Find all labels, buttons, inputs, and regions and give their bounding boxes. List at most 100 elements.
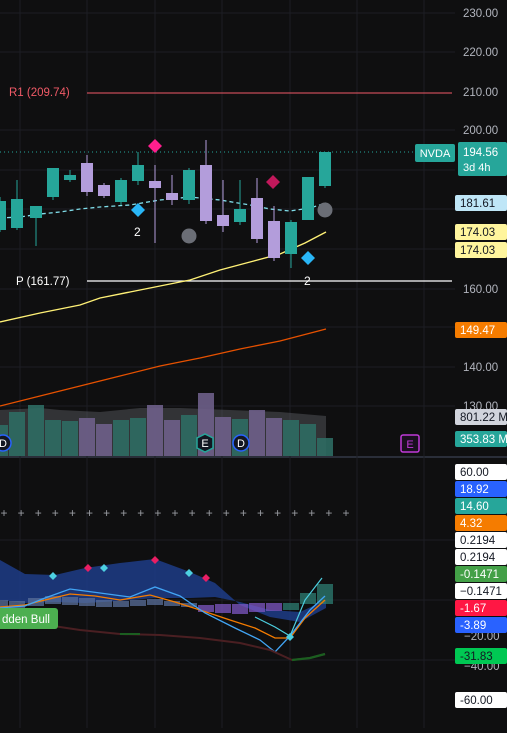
symbol-label[interactable]: NVDA 194.56 3d 4h: [415, 142, 507, 176]
price-tick-3: 200.00: [463, 125, 498, 137]
candle-1[interactable]: [11, 180, 23, 230]
svg-text:D: D: [237, 438, 245, 450]
volume-bar-18: [300, 424, 316, 456]
histogram-bar-5: [79, 598, 95, 606]
candle-12[interactable]: [200, 140, 212, 224]
histogram-bar-12: [198, 605, 214, 612]
cross-mark: +: [0, 506, 7, 520]
volume-bar-15: [249, 410, 265, 456]
candle-10[interactable]: [166, 175, 178, 205]
histogram-bar-9: [147, 599, 163, 605]
hidden-bull-label[interactable]: dden Bull: [0, 608, 58, 629]
price-tick-1: 220.00: [463, 47, 498, 59]
dividend-marker-1[interactable]: D: [0, 434, 12, 452]
candle-3[interactable]: [47, 168, 59, 200]
horizontal-grid: [0, 12, 455, 661]
price-axis[interactable]: 230.00220.00210.00200.00160.00140.00130.…: [463, 8, 498, 413]
badge-osc-top: 60.00: [455, 464, 507, 480]
price-tick-0: 230.00: [463, 8, 498, 20]
ma-orange-line: [0, 328, 327, 407]
histogram-bar-6: [96, 600, 112, 607]
candle-11[interactable]: [183, 168, 195, 204]
candles[interactable]: [0, 140, 331, 268]
osc-blue-line: [0, 586, 326, 653]
blue-diamond-marker[interactable]: [131, 203, 145, 217]
badge-ma-short: 181.61: [455, 195, 507, 211]
dividend-marker-2[interactable]: D: [232, 434, 250, 452]
histogram-bar-17: [283, 603, 299, 610]
symbol-ticker: NVDA: [420, 148, 451, 160]
candle-15[interactable]: [251, 178, 263, 243]
price-tick-2: 210.00: [463, 87, 498, 99]
gray-circle-marker-2[interactable]: [317, 202, 333, 218]
earnings-marker-future[interactable]: E: [400, 434, 420, 453]
svg-text:4.32: 4.32: [460, 518, 482, 530]
svg-text:E: E: [201, 438, 208, 450]
gray-circle-marker[interactable]: [181, 228, 197, 244]
svg-text:dden Bull: dden Bull: [2, 614, 50, 626]
cross-mark: +: [35, 506, 42, 520]
candle-9[interactable]: [149, 165, 161, 243]
volume-bar-8: [130, 418, 146, 456]
badge-ma-yellow-2: 174.03: [455, 242, 507, 258]
candle-14[interactable]: [234, 180, 246, 225]
candle-4[interactable]: [64, 170, 76, 182]
cross-mark: +: [86, 506, 93, 520]
candle-8[interactable]: [132, 152, 144, 185]
badge-osc-teal: 14.60: [455, 498, 507, 514]
histogram-bar-10: [164, 601, 180, 606]
svg-text:181.61: 181.61: [460, 198, 495, 210]
cross-mark: +: [308, 506, 315, 520]
price-tick-4: 160.00: [463, 284, 498, 296]
cross-mark: +: [120, 506, 127, 520]
volume-bar-11: [181, 415, 197, 456]
svg-text:801.22 M: 801.22 M: [460, 412, 507, 424]
candle-17[interactable]: [285, 220, 297, 268]
signal-count-1: 2: [134, 225, 141, 239]
volume-bar-1: [9, 412, 25, 456]
candle-0[interactable]: [0, 197, 6, 232]
axis-badges[interactable]: 181.61 174.03 174.03 149.47 801.22 M 353.83 M…: [455, 195, 507, 708]
svg-text:18.92: 18.92: [460, 484, 489, 496]
histogram-bar-16: [266, 603, 282, 611]
volume-bar-5: [79, 418, 95, 456]
cross-mark: +: [223, 506, 230, 520]
histogram-bar-8: [130, 600, 146, 606]
candle-2[interactable]: [30, 206, 42, 246]
osc-orange-line: [0, 593, 326, 639]
svg-text:E: E: [406, 439, 413, 451]
badge-osc-blue: 18.92: [455, 481, 507, 497]
volume-bar-16: [266, 418, 282, 456]
histogram-bar-7: [113, 601, 129, 607]
price-tick-5: 140.00: [463, 362, 498, 374]
badge-osc-blue-2: -3.89: [455, 617, 507, 633]
candle-19[interactable]: [319, 152, 331, 188]
svg-text:60.00: 60.00: [460, 467, 489, 479]
cross-mark: +: [240, 506, 247, 520]
badge-osc-bottom: -60.00: [455, 692, 507, 708]
svg-text:174.03: 174.03: [460, 245, 495, 257]
earnings-marker-1[interactable]: E: [196, 433, 214, 453]
symbol-price: 194.56: [463, 147, 498, 159]
candle-7[interactable]: [115, 178, 127, 205]
histogram-bar-0: [0, 600, 8, 608]
candle-13[interactable]: [217, 180, 229, 232]
cross-mark: +: [342, 506, 349, 520]
candle-5[interactable]: [81, 155, 93, 196]
badge-osc-white-1: 0.2194: [455, 532, 507, 548]
ma-yellow-line: [0, 231, 327, 323]
blue-diamond-marker-2[interactable]: [301, 251, 315, 265]
svg-text:353.83 M: 353.83 M: [460, 434, 507, 446]
candle-16[interactable]: [268, 206, 280, 261]
cross-mark: +: [189, 506, 196, 520]
histogram-bar-18: [300, 593, 316, 604]
crimson-diamond-marker[interactable]: [266, 175, 280, 189]
histogram-bar-4: [62, 597, 78, 605]
histogram-bar-3: [45, 596, 61, 604]
svg-text:-31.83: -31.83: [460, 651, 493, 663]
candle-18[interactable]: [302, 177, 314, 220]
fuchsia-diamond-marker[interactable]: [148, 139, 162, 153]
candle-6[interactable]: [98, 183, 110, 198]
